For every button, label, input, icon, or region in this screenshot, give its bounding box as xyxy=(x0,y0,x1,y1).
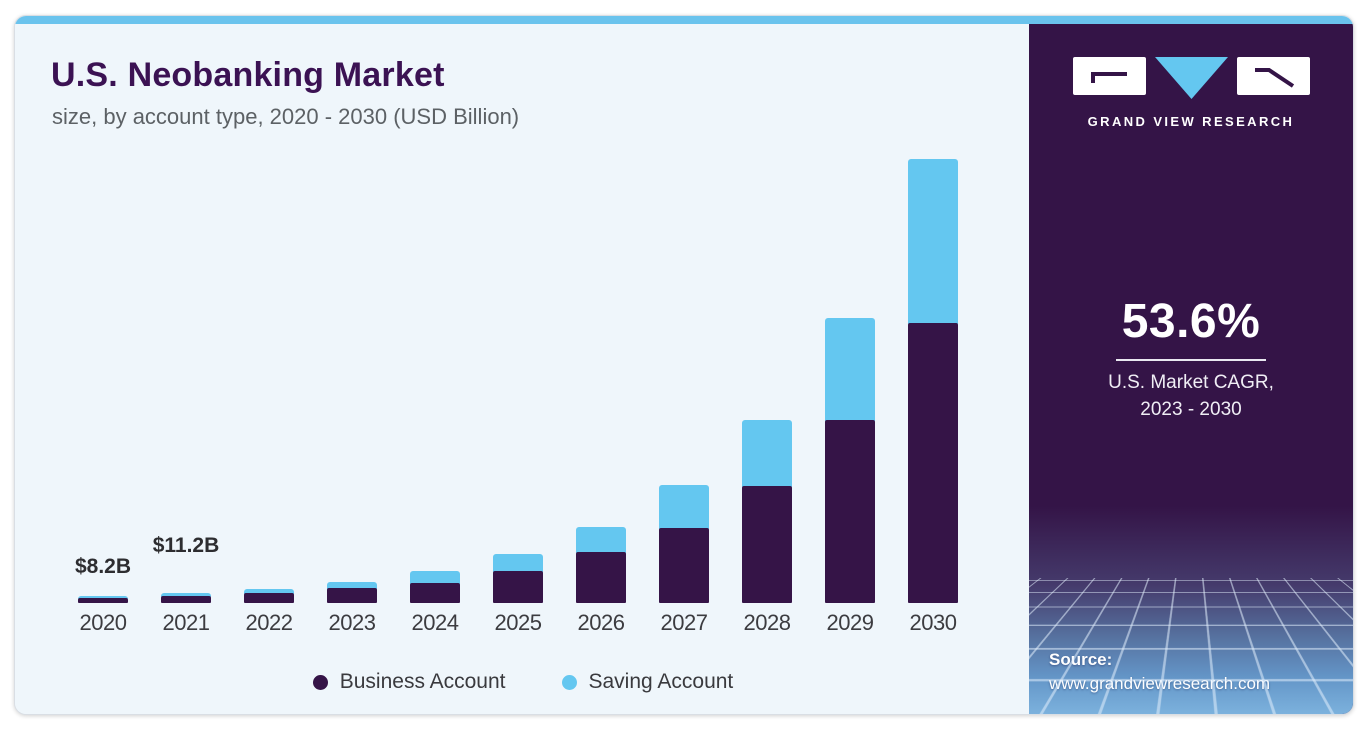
bar-segment-saving-account xyxy=(659,484,709,529)
logo-r-icon xyxy=(1236,57,1310,95)
mesh-decoration xyxy=(1029,506,1353,714)
bar-stack xyxy=(493,151,543,603)
x-axis-label: 2022 xyxy=(245,610,293,635)
source-url[interactable]: www.grandviewresearch.com xyxy=(1049,674,1271,693)
legend-item-business-account: Business Account xyxy=(312,670,506,694)
x-axis-label: 2026 xyxy=(577,610,625,635)
business-account-dot-icon xyxy=(312,674,328,690)
bar-segment-business-account xyxy=(825,419,875,603)
x-axis-label: 2029 xyxy=(826,610,874,635)
bar-column-2026: 2026 xyxy=(576,151,626,636)
x-axis-label: 2025 xyxy=(494,610,542,635)
bar-segment-saving-account xyxy=(410,570,460,584)
bar-segment-saving-account xyxy=(576,526,626,554)
cagr-caption: U.S. Market CAGR, 2023 - 2030 xyxy=(1029,370,1353,423)
x-axis-label: 2023 xyxy=(328,610,376,635)
cagr-value: 53.6% xyxy=(1121,295,1261,348)
bar-segment-business-account xyxy=(78,597,128,603)
bar-segment-saving-account xyxy=(825,317,875,421)
bar-segment-business-account xyxy=(908,322,958,603)
x-axis-label: 2024 xyxy=(411,610,459,635)
sidebar: GRAND VIEW RESEARCH 53.6% U.S. Market CA… xyxy=(1029,24,1353,714)
bar-stack xyxy=(742,151,792,603)
bar-segment-business-account xyxy=(244,593,294,603)
bar-segment-business-account xyxy=(576,552,626,603)
bar-stack xyxy=(576,151,626,603)
bar-segment-saving-account xyxy=(161,592,211,597)
logo-v-icon xyxy=(1154,57,1228,99)
bar-value-label: $11.2B xyxy=(152,534,220,557)
cagr-block: 53.6% U.S. Market CAGR, 2023 - 2030 xyxy=(1029,294,1353,423)
infographic-card: U.S. Neobanking Market size, by account … xyxy=(14,15,1354,715)
bar-column-2024: 2024 xyxy=(410,151,460,636)
bar-stack xyxy=(825,151,875,603)
bar-segment-saving-account xyxy=(908,158,958,324)
gvr-logo-marks xyxy=(1029,57,1353,99)
bar-value-label: $8.2B xyxy=(74,555,132,578)
chart-legend: Business Account Saving Account xyxy=(15,670,1031,694)
bar-segment-business-account xyxy=(410,582,460,603)
x-axis-label: 2021 xyxy=(162,610,210,635)
bar-segment-saving-account xyxy=(244,588,294,595)
x-axis-label: 2028 xyxy=(743,610,791,635)
bar-stack xyxy=(410,151,460,603)
bar-segment-business-account xyxy=(327,588,377,603)
brand-name: GRAND VIEW RESEARCH xyxy=(1087,114,1295,129)
accent-top-strip xyxy=(15,16,1353,24)
cagr-caption-line1: U.S. Market CAGR, xyxy=(1108,372,1274,393)
bar-segment-saving-account xyxy=(78,595,128,599)
bar-segment-saving-account xyxy=(327,582,377,590)
legend-label: Saving Account xyxy=(588,670,734,693)
bar-columns: $8.2B 2020 $11.2B 2021 2022 2023 2024 2025 2026 2… xyxy=(74,151,958,636)
perspective-grid-icon xyxy=(1029,506,1353,578)
bar-segment-saving-account xyxy=(493,553,543,572)
logo-g-icon xyxy=(1072,57,1146,95)
bar-column-2023: 2023 xyxy=(327,151,377,636)
bar-segment-business-account xyxy=(742,486,792,603)
gvr-logo: GRAND VIEW RESEARCH xyxy=(1029,57,1353,129)
x-axis-label: 2027 xyxy=(660,610,708,635)
chart-panel: U.S. Neobanking Market size, by account … xyxy=(15,24,1031,714)
x-axis-label: 2030 xyxy=(909,610,957,635)
x-axis-label: 2020 xyxy=(79,610,127,635)
saving-account-dot-icon xyxy=(561,674,577,690)
bar-segment-saving-account xyxy=(742,419,792,488)
bar-stack xyxy=(908,151,958,603)
bar-column-2021: $11.2B 2021 xyxy=(153,151,220,636)
bar-segment-business-account xyxy=(161,595,211,603)
bar-column-2022: 2022 xyxy=(244,151,294,636)
bar-stack: $11.2B xyxy=(153,151,219,603)
source-block: Source: www.grandviewresearch.com xyxy=(1049,650,1270,694)
bar-stack xyxy=(327,151,377,603)
bar-column-2020: $8.2B 2020 xyxy=(74,151,132,636)
legend-item-saving-account: Saving Account xyxy=(561,670,734,694)
bar-column-2027: 2027 xyxy=(659,151,709,636)
page-subtitle: size, by account type, 2020 - 2030 (USD … xyxy=(52,104,520,129)
source-label: Source: xyxy=(1049,650,1113,669)
page-title: U.S. Neobanking Market xyxy=(51,56,445,94)
bar-column-2028: 2028 xyxy=(742,151,792,636)
bar-stack: $8.2B xyxy=(74,151,132,603)
bar-segment-business-account xyxy=(659,527,709,603)
bar-segment-business-account xyxy=(493,570,543,603)
bar-column-2025: 2025 xyxy=(493,151,543,636)
bar-stack xyxy=(659,151,709,603)
stacked-bar-chart: $8.2B 2020 $11.2B 2021 2022 2023 2024 2025 2026 2… xyxy=(74,151,958,636)
cagr-divider xyxy=(1116,359,1266,361)
bar-column-2029: 2029 xyxy=(825,151,875,636)
cagr-caption-line2: 2023 - 2030 xyxy=(1140,398,1242,420)
bar-stack xyxy=(244,151,294,603)
bar-column-2030: 2030 xyxy=(908,151,958,636)
legend-label: Business Account xyxy=(339,670,506,693)
